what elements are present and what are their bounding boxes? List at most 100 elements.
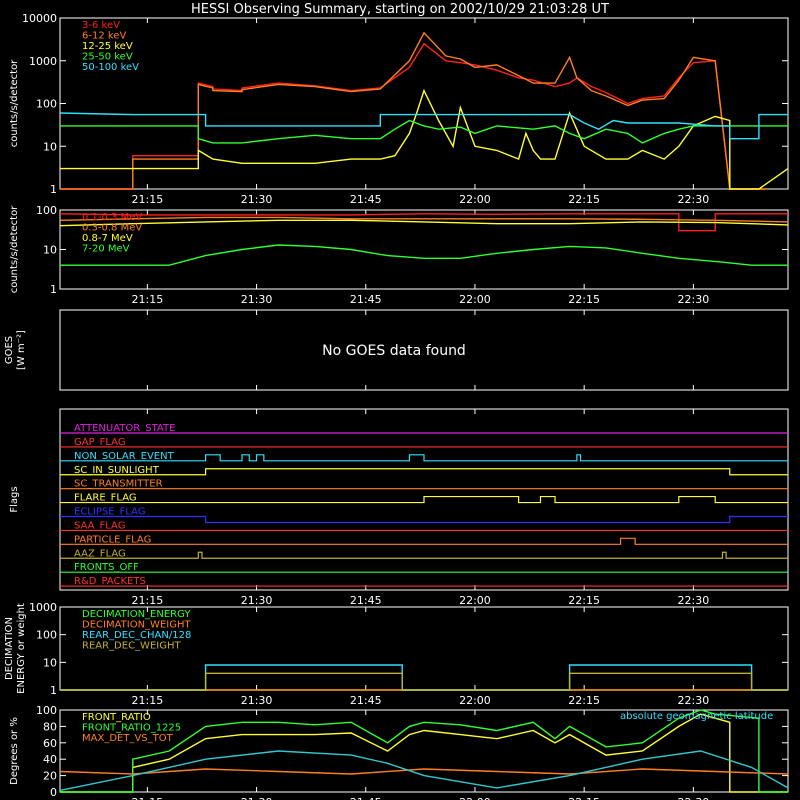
panel-p6: 21:15 21:30 21:45 22:00 22:15 22:30 0 20 40 60 80 1… bbox=[9, 704, 789, 800]
series-line-7-20-mev bbox=[60, 244, 788, 266]
flag-label: GAP_FLAG bbox=[74, 437, 126, 448]
x-tick-label: 22:15 bbox=[568, 193, 600, 206]
flag-line bbox=[60, 454, 788, 462]
legend-entry: REAR_DEC_WEIGHT bbox=[82, 641, 181, 652]
legend-entry: MAX_DET_VS_TOT bbox=[82, 733, 174, 744]
x-tick-label: 22:00 bbox=[459, 293, 491, 306]
x-tick-label: 22:30 bbox=[678, 193, 710, 206]
x-tick-label: 21:30 bbox=[241, 796, 273, 800]
flag-label: NON_SOLAR_EVENT bbox=[74, 451, 175, 462]
flag-label: SAA_FLAG bbox=[74, 520, 125, 531]
flag-line bbox=[60, 495, 788, 504]
legend-entry: 0.1-0.3 MeV bbox=[82, 212, 142, 223]
flag-label: R&D_PACKETS bbox=[74, 576, 146, 587]
x-tick-label: 21:45 bbox=[350, 796, 382, 800]
series-line-0-1-0-3-mev bbox=[59, 213, 788, 232]
x-tick-label: 22:00 bbox=[459, 694, 491, 707]
x-tick-label: 22:30 bbox=[678, 796, 710, 800]
flag-line bbox=[60, 468, 788, 476]
x-tick-label: 21:30 bbox=[241, 694, 273, 707]
x-tick-label: 22:15 bbox=[568, 293, 600, 306]
legend-entry: FRONT_RATIO bbox=[82, 712, 151, 723]
x-tick-label: 21:45 bbox=[350, 694, 382, 707]
x-tick-label: 22:30 bbox=[678, 594, 710, 607]
flag-label: ECLIPSE_FLAG bbox=[74, 507, 145, 518]
y-axis-label: DECIMATION bbox=[4, 617, 15, 680]
panel-frame bbox=[59, 709, 789, 793]
y-tick-label: 10 bbox=[43, 140, 57, 153]
y-axis-label: counts/s/detector bbox=[9, 205, 20, 293]
y-tick-label: 1000 bbox=[29, 55, 57, 68]
no-data-message: No GOES data found bbox=[322, 343, 466, 359]
series-line-6-12-kev bbox=[60, 31, 767, 190]
legend-entry: 0.3-0.8 MeV bbox=[82, 223, 142, 234]
flag-label: SC_TRANSMITTER bbox=[74, 479, 163, 490]
y-tick-label: 100 bbox=[36, 98, 57, 111]
y-axis-label-2: ENERGY or weight bbox=[16, 603, 27, 694]
y-tick-label: 1000 bbox=[29, 601, 57, 614]
series-line-absolute-geomagnetic-latitude bbox=[59, 750, 789, 792]
y-tick-label: 10000 bbox=[22, 12, 57, 25]
y-axis-label: Flags bbox=[9, 486, 20, 512]
flag-line bbox=[60, 515, 788, 524]
y-tick-label: 10 bbox=[43, 656, 57, 669]
legend-entry: 12-25 keV bbox=[82, 41, 133, 52]
legend-entry: 6-12 keV bbox=[82, 31, 126, 42]
series-line-rear-dec-chan-128 bbox=[60, 664, 788, 691]
x-tick-label: 21:15 bbox=[132, 193, 164, 206]
x-tick-label: 22:00 bbox=[459, 193, 491, 206]
panel-frame bbox=[59, 309, 789, 391]
series-line-12-25-kev bbox=[60, 88, 789, 190]
flag-label: SC_IN_SUNLIGHT bbox=[74, 465, 160, 476]
series-line-max-det-vs-tot bbox=[59, 768, 789, 775]
y-tick-label: 20 bbox=[43, 770, 57, 783]
y-tick-label: 100 bbox=[36, 704, 57, 717]
x-tick-label: 22:15 bbox=[568, 694, 600, 707]
series-line-0-3-0-8-mev bbox=[59, 216, 789, 223]
y-tick-label: 1 bbox=[50, 684, 57, 697]
x-tick-label: 22:15 bbox=[568, 796, 600, 800]
series-line-0-8-7-mev bbox=[59, 219, 789, 227]
x-tick-label: 22:00 bbox=[459, 796, 491, 800]
y-tick-label: 0 bbox=[50, 786, 57, 799]
x-tick-label: 21:30 bbox=[241, 293, 273, 306]
y-tick-label: 100 bbox=[36, 629, 57, 642]
flag-line bbox=[60, 537, 788, 545]
x-tick-label: 22:30 bbox=[678, 694, 710, 707]
x-tick-label: 21:45 bbox=[350, 193, 382, 206]
flag-label: AAZ_FLAG bbox=[74, 548, 126, 559]
flag-label: PARTICLE_FLAG bbox=[74, 534, 151, 545]
x-tick-label: 22:30 bbox=[678, 293, 710, 306]
x-tick-label: 21:15 bbox=[132, 694, 164, 707]
y-axis-label: Degrees or % bbox=[9, 717, 20, 785]
y-tick-label: 60 bbox=[43, 737, 57, 750]
panel-p5: 21:15 21:30 21:45 22:00 22:15 22:30 1 10 100 1000… bbox=[4, 601, 789, 707]
x-tick-label: 22:00 bbox=[459, 594, 491, 607]
x-tick-label: 22:15 bbox=[568, 594, 600, 607]
y-tick-label: 80 bbox=[43, 720, 57, 733]
series-line-25-50-kev bbox=[60, 119, 788, 144]
panel-p4: 21:15 21:30 21:45 22:00 22:15 22:30 Flags ATTEN… bbox=[9, 408, 789, 607]
legend-entry: 50-100 keV bbox=[82, 62, 139, 73]
y-tick-label: 10 bbox=[43, 244, 57, 257]
y-axis-label: GOES bbox=[4, 336, 15, 364]
panel-frame bbox=[59, 408, 789, 591]
figure-title: HESSI Observing Summary, starting on 200… bbox=[191, 2, 609, 17]
panel-p2: 21:15 21:30 21:45 22:00 22:15 22:30 1 10 100 coun… bbox=[9, 204, 789, 306]
series-line-rear-dec-weight bbox=[60, 672, 788, 691]
legend-entry: FRONT_RATIO_1225 bbox=[82, 723, 181, 734]
legend-entry: 0.8-7 MeV bbox=[82, 233, 133, 244]
legend-entry-extra: absolute geomagnetic latitude bbox=[620, 711, 773, 722]
panel-p3: GOES [W m⁻²] No GOES data found bbox=[4, 309, 789, 391]
panel-p1: 21:15 21:30 21:45 22:00 22:15 22:30 1 10 100 1000… bbox=[9, 12, 789, 206]
flag-label: FRONTS_OFF bbox=[74, 562, 139, 573]
series-line-front-ratio bbox=[60, 713, 788, 793]
series-line-front-ratio-1225 bbox=[60, 709, 788, 793]
x-tick-label: 21:45 bbox=[350, 293, 382, 306]
flag-line bbox=[60, 551, 788, 559]
x-tick-label: 21:15 bbox=[132, 293, 164, 306]
series-line-50-100-kev bbox=[59, 112, 788, 140]
y-tick-label: 100 bbox=[36, 204, 57, 217]
panels: 21:15 21:30 21:45 22:00 22:15 22:301101001000… bbox=[4, 12, 789, 800]
